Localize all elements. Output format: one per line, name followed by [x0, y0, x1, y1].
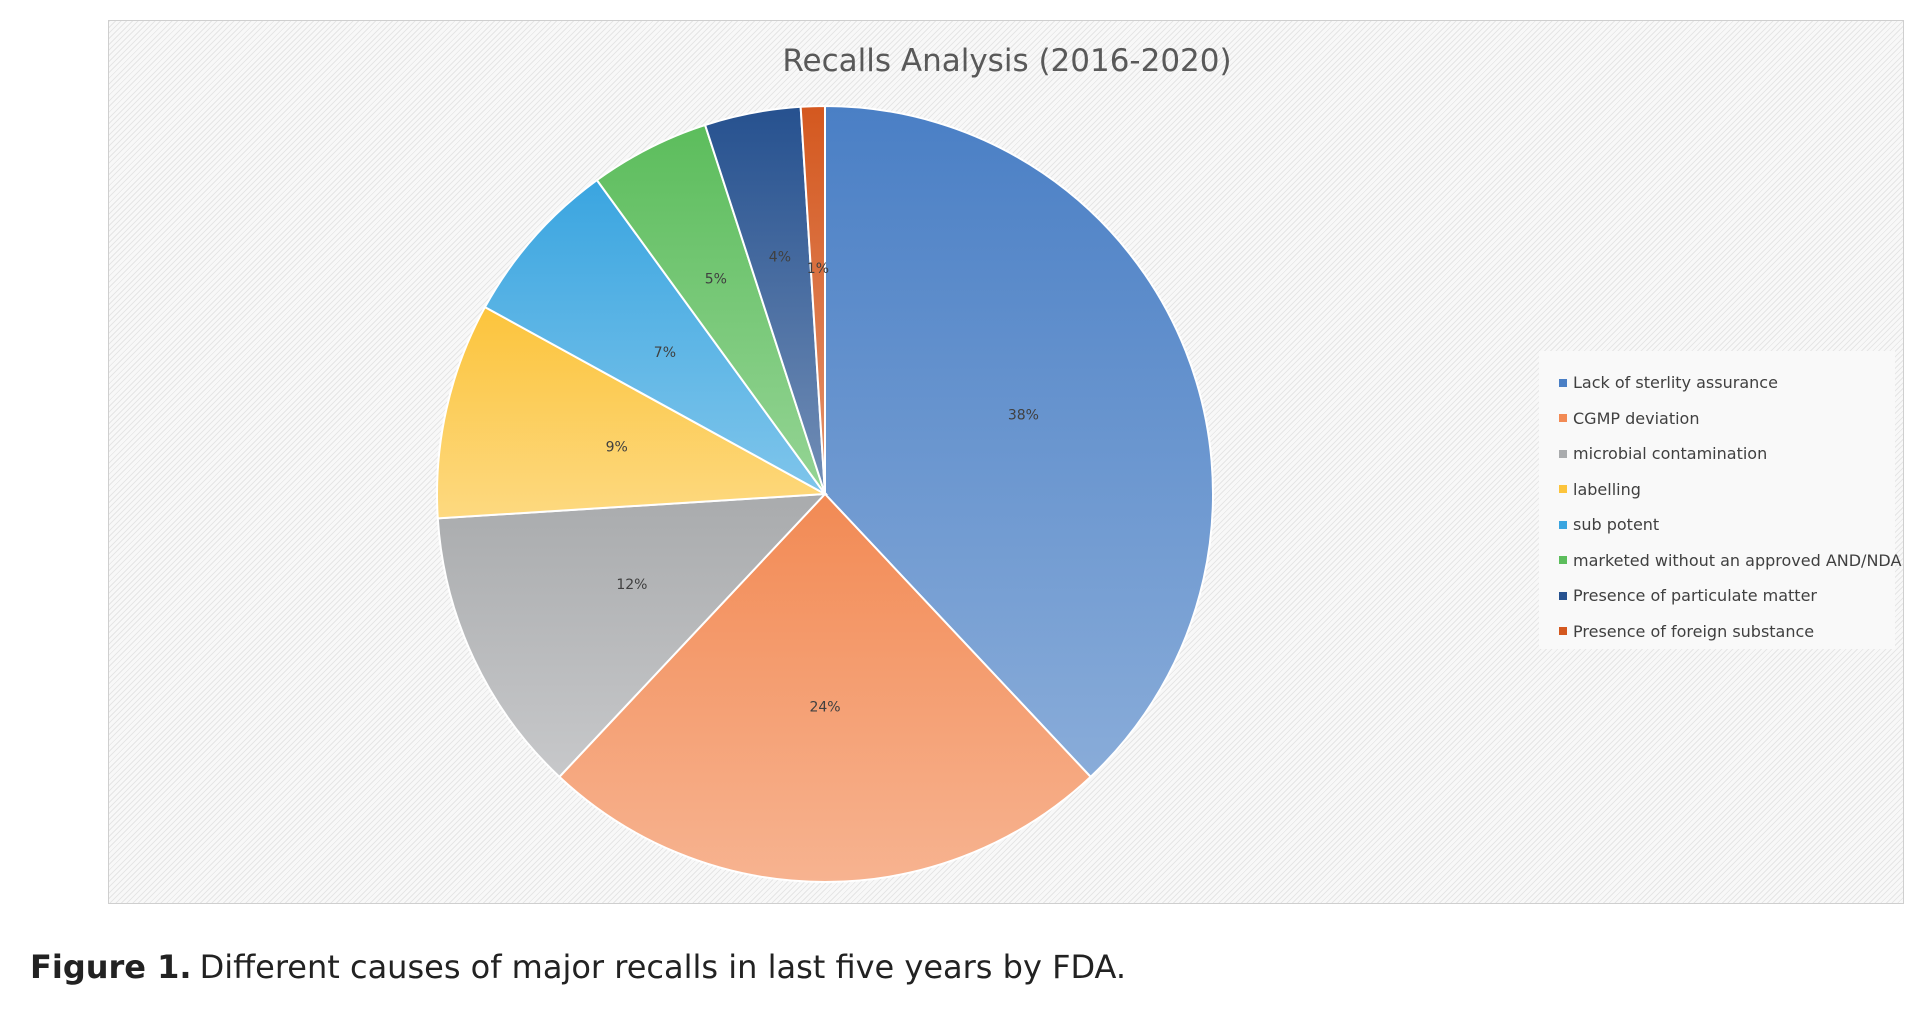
figure-caption: Figure 1. Different causes of major recal… — [30, 948, 1126, 986]
pie-slice-microbial-contamination — [436, 492, 828, 779]
legend-label: Presence of particulate matter — [1573, 586, 1817, 606]
legend-swatch — [1559, 378, 1567, 387]
legend-swatch — [1559, 591, 1567, 600]
slice-label-labelling: 9% — [606, 439, 628, 455]
legend-label: microbial contamination — [1573, 444, 1768, 464]
legend-swatch — [1559, 414, 1567, 423]
slice-label-cgmp-deviation: 24% — [809, 699, 840, 715]
slice-label-presence-of-particulate-matter: 4% — [769, 250, 791, 266]
slice-label-lack-of-sterlity-assurance: 38% — [1008, 407, 1039, 423]
figure-caption-text: Different causes of major recalls in las… — [199, 948, 1127, 986]
legend-item-microbial-contamination: microbial contamination — [1559, 436, 1895, 472]
pie-slice-labelling — [436, 305, 829, 520]
legend-item-lack-of-sterlity-assurance: Lack of sterlity assurance — [1559, 365, 1895, 401]
pie-chart: 38% 24% 12% 9% 7% 5% 4% 1% — [436, 104, 1214, 883]
pie-slice-cgmp-deviation — [557, 492, 1093, 883]
legend-label: labelling — [1573, 479, 1641, 499]
chart-area: 38% 24% 12% 9% 7% 5% 4% 1% Recalls Analysis (20… — [108, 20, 1904, 904]
legend-item-sub-potent: sub potent — [1559, 507, 1895, 543]
legend-item-presence-of-foreign-substance: Presence of foreign substance — [1559, 614, 1895, 650]
legend-label: Presence of foreign substance — [1573, 621, 1815, 641]
slice-label-microbial-contamination: 12% — [616, 577, 647, 593]
legend-swatch — [1559, 520, 1567, 529]
legend-item-labelling: labelling — [1559, 472, 1895, 508]
legend-swatch — [1559, 449, 1567, 458]
legend-label: CGMP deviation — [1573, 408, 1700, 428]
chart-title: Recalls Analysis (2016-2020) — [782, 43, 1232, 79]
pie-slice-lack-of-sterlity-assurance — [824, 104, 1214, 779]
pie-slice-sub-potent — [483, 178, 826, 495]
legend-label: marketed without an approved AND/NDA — [1573, 550, 1902, 570]
legend-item-marketed-without-an-approved-and-nda: marketed without an approved AND/NDA — [1559, 543, 1901, 579]
slice-label-sub-potent: 7% — [654, 345, 676, 361]
legend-label: Lack of sterlity assurance — [1573, 373, 1778, 393]
slice-label-presence-of-foreign-substance: 1% — [807, 261, 829, 277]
legend-label: sub potent — [1573, 515, 1660, 535]
figure-caption-label: Figure 1. — [30, 948, 192, 986]
chart-legend: Lack of sterlity assurance CGMP deviation… — [1539, 351, 1901, 650]
legend-item-presence-of-particulate-matter: Presence of particulate matter — [1559, 578, 1895, 614]
legend-swatch — [1559, 627, 1567, 636]
slice-label-marketed-without-an-approved-and-nda: 5% — [705, 272, 727, 288]
legend-swatch — [1559, 485, 1567, 494]
pie-slice-presence-of-foreign-substance — [799, 104, 826, 495]
legend-swatch — [1559, 556, 1567, 565]
legend-item-cgmp-deviation: CGMP deviation — [1559, 401, 1895, 437]
